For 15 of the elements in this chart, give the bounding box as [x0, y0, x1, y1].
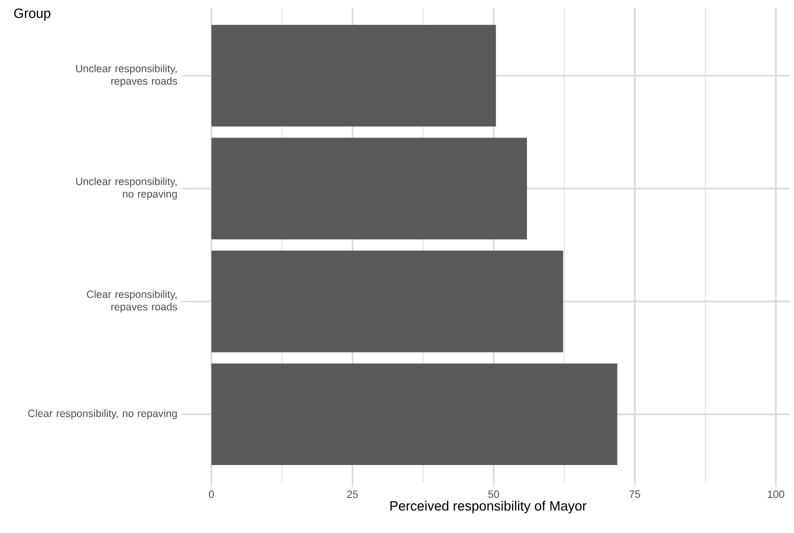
x-tick-label: 25 [347, 490, 358, 498]
y-tick-label: Clear responsibility, repaves roads [86, 290, 178, 313]
bar [211, 250, 564, 352]
x-tick-label: 100 [768, 490, 784, 498]
bar [211, 24, 496, 126]
x-tick-label: 0 [208, 490, 214, 498]
x-tick-label: 50 [488, 490, 500, 498]
y-tick-label: Unclear responsibility, repaves roads [76, 64, 178, 87]
y-tick-label: Clear responsibility, no repaving [28, 409, 177, 420]
x-tick-label: 75 [629, 490, 640, 498]
bar [211, 363, 618, 466]
y-axis-title: Group [14, 8, 50, 21]
x-axis-title: Perceived responsibility of Mayor [390, 500, 586, 514]
bar [211, 138, 527, 240]
y-tick-label: Unclear responsibility, no repaving [76, 177, 177, 200]
